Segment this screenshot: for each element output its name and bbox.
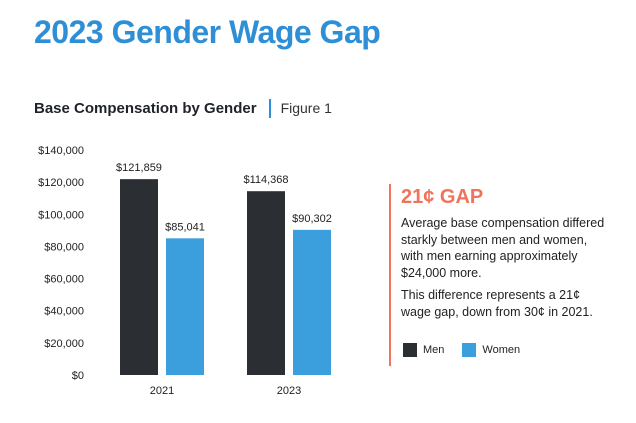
subtitle-divider bbox=[268, 98, 271, 118]
x-tick-label: 2021 bbox=[150, 385, 174, 397]
bar-men-2021 bbox=[120, 179, 158, 375]
gap-paragraph-2: This difference represents a 21¢ wage ga… bbox=[401, 288, 593, 319]
bar-men-2023 bbox=[247, 191, 285, 375]
y-tick-label: $20,000 bbox=[44, 338, 84, 350]
chart-subtitle-row: Base Compensation by Gender Figure 1 bbox=[34, 98, 332, 118]
bar-women-2023 bbox=[293, 229, 331, 375]
gap-headline: 21¢ GAP bbox=[401, 186, 484, 208]
y-tick-label: $60,000 bbox=[44, 274, 84, 286]
legend-label: Men bbox=[423, 344, 445, 356]
legend-swatch-men bbox=[403, 343, 417, 357]
y-tick-label: $120,000 bbox=[38, 177, 84, 189]
y-tick-label: $140,000 bbox=[38, 145, 84, 157]
legend-item-women: Women bbox=[462, 343, 520, 357]
data-label-men-2023: $114,368 bbox=[243, 174, 288, 186]
bar-women-2021 bbox=[166, 238, 204, 375]
data-label-women-2023: $90,302 bbox=[292, 213, 332, 225]
y-tick-label: $100,000 bbox=[38, 209, 84, 221]
x-tick-label: 2023 bbox=[277, 385, 301, 397]
chart-legend: Men Women bbox=[403, 343, 538, 357]
gap-paragraph-1: Average base compensation differed stark… bbox=[401, 216, 605, 280]
data-label-men-2021: $121,859 bbox=[116, 162, 162, 174]
y-tick-label: $0 bbox=[72, 370, 84, 382]
figure-label: Figure 1 bbox=[280, 100, 332, 116]
chart-subtitle: Base Compensation by Gender bbox=[34, 99, 257, 117]
legend-swatch-women bbox=[462, 343, 477, 357]
data-label-women-2021: $85,041 bbox=[165, 221, 205, 233]
page-title: 2023 Gender Wage Gap bbox=[34, 14, 381, 50]
gap-callout-panel: 21¢ GAP Average base compensation differ… bbox=[389, 184, 609, 366]
legend-item-men: Men bbox=[403, 343, 444, 357]
legend-label: Women bbox=[482, 344, 521, 356]
y-tick-label: $40,000 bbox=[44, 306, 84, 318]
y-tick-label: $80,000 bbox=[44, 241, 84, 253]
